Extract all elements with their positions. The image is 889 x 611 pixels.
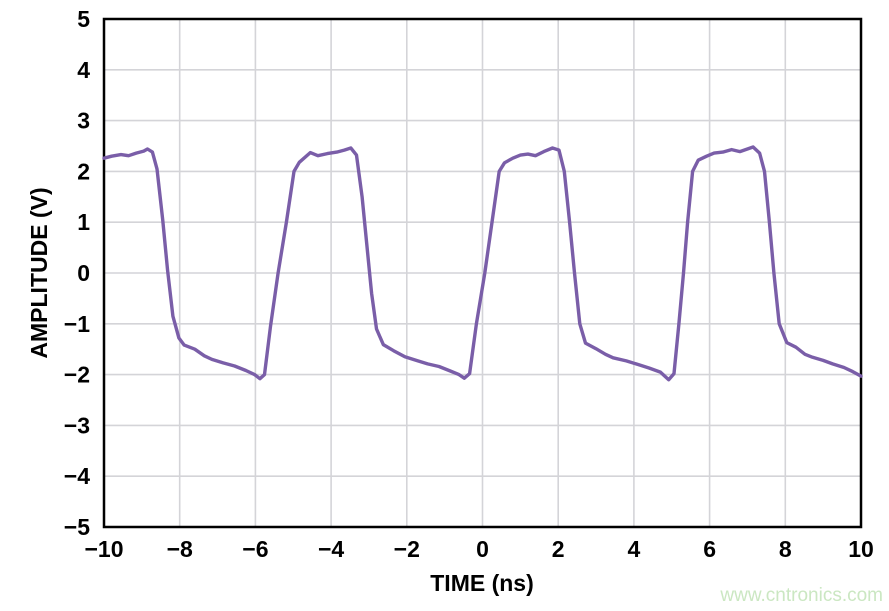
x-axis-title: TIME (ns) [430, 570, 534, 596]
y-tick-label: −1 [64, 311, 90, 337]
x-tick-label: 2 [552, 536, 565, 562]
x-tick-label: −6 [242, 536, 268, 562]
grid-layer [104, 19, 861, 527]
y-tick-label: 3 [77, 108, 90, 134]
y-tick-label: −2 [64, 362, 90, 388]
y-tick-labels: 5 4 3 2 1 0 −1 −2 −3 −4 −5 [64, 6, 90, 540]
plot-border [102, 17, 863, 529]
y-tick-label: −3 [64, 412, 90, 438]
x-tick-label: 10 [848, 536, 874, 562]
y-axis-title: AMPLITUDE (V) [26, 187, 52, 358]
x-tick-label: 4 [628, 536, 641, 562]
x-tick-labels: −10 −8 −6 −4 −2 0 2 4 6 8 10 [84, 536, 873, 562]
waveform-line [102, 145, 863, 382]
x-tick-label: −10 [84, 536, 123, 562]
x-tick-label: −8 [167, 536, 193, 562]
y-tick-label: −4 [64, 463, 90, 489]
y-tick-label: 5 [77, 6, 90, 32]
x-tick-label: 8 [779, 536, 792, 562]
x-tick-label: −4 [318, 536, 344, 562]
y-tick-label: 0 [77, 260, 90, 286]
x-tick-label: −2 [394, 536, 420, 562]
y-tick-label: 1 [77, 209, 90, 235]
x-tick-label: 0 [476, 536, 489, 562]
watermark-text: www.cntronics.com [719, 585, 883, 606]
y-tick-label: 4 [77, 57, 90, 83]
x-tick-label: 6 [703, 536, 716, 562]
y-tick-label: 2 [77, 158, 90, 184]
y-tick-label: −5 [64, 514, 90, 540]
